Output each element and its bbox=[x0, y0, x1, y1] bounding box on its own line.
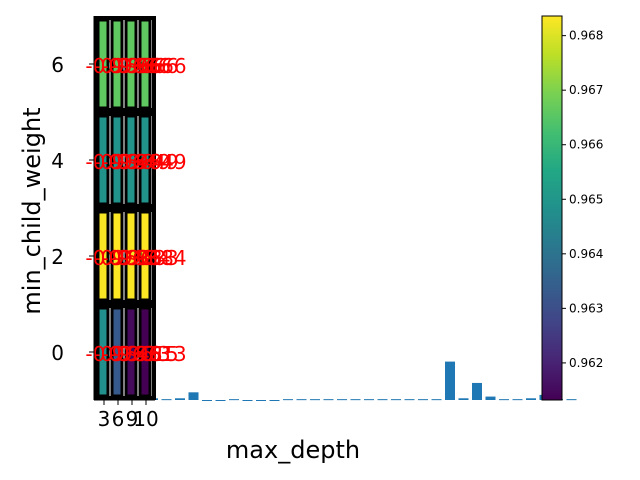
y-ticks: 0 2 4 6 bbox=[51, 53, 94, 365]
colorbar bbox=[541, 15, 563, 401]
heatmap-cell bbox=[96, 18, 110, 110]
heatmap-cells bbox=[94, 16, 156, 400]
heatmap-cell bbox=[124, 306, 138, 398]
background-bar bbox=[229, 399, 239, 401]
heatmap-cell-label: -0.9684 bbox=[109, 246, 186, 270]
heatmap-cell bbox=[124, 210, 138, 302]
heatmap-cell bbox=[138, 210, 152, 302]
background-bar bbox=[472, 382, 482, 400]
heatmap-cell-label: -0.9648 bbox=[85, 342, 162, 366]
background-bar bbox=[242, 400, 253, 401]
background-bar bbox=[310, 399, 320, 401]
background-bar bbox=[391, 399, 401, 401]
background-bar bbox=[188, 392, 199, 400]
y-axis-label: min_child_weight bbox=[18, 107, 46, 314]
x-tick-label: 3 bbox=[98, 407, 111, 431]
colorbar-tick-label: 0.967 bbox=[569, 83, 603, 97]
background-bar bbox=[458, 398, 469, 400]
heatmap-cell-label: -0.9633 bbox=[93, 342, 170, 366]
heatmap-cell-label: -0.9649 bbox=[109, 150, 186, 174]
heatmap-cell bbox=[124, 18, 138, 110]
background-bar bbox=[175, 398, 185, 400]
heatmap-cell bbox=[110, 210, 124, 302]
background-bar bbox=[269, 400, 280, 401]
heatmap-cell-label: -0.9615 bbox=[101, 342, 178, 366]
heatmap-cell bbox=[110, 114, 124, 206]
heatmap-cell-label: -0.9649 bbox=[85, 150, 162, 174]
background-bar bbox=[404, 399, 415, 401]
background-bar bbox=[161, 399, 172, 401]
heatmap-cell-label: -0.9613 bbox=[109, 342, 186, 366]
background-bar bbox=[431, 399, 442, 401]
heatmap-row-border bbox=[94, 112, 156, 208]
heatmap-cell bbox=[96, 210, 110, 302]
heatmap-cell bbox=[110, 306, 124, 398]
heatmap-row-border bbox=[94, 304, 156, 400]
colorbar-tick-label: 0.968 bbox=[569, 29, 603, 43]
heatmap-cell-label: -0.9666 bbox=[109, 54, 186, 78]
heatmap-cell bbox=[138, 114, 152, 206]
colorbar-tick-label: 0.964 bbox=[569, 247, 603, 261]
heatmap-cell-label: -0.9666 bbox=[93, 54, 170, 78]
background-bar bbox=[215, 400, 226, 401]
colorbar-tick-label: 0.962 bbox=[569, 356, 603, 370]
heatmap-cell bbox=[96, 306, 110, 398]
heatmap-cell-label: -0.9666 bbox=[101, 54, 178, 78]
heatmap-row-border bbox=[94, 16, 156, 112]
background-bar bbox=[512, 399, 523, 401]
colorbar-ticks: 0.962 0.963 0.964 0.965 0.966 0.967 0.968 bbox=[562, 29, 603, 370]
y-tick-label: 6 bbox=[51, 53, 64, 77]
heatmap-cell bbox=[138, 306, 152, 398]
background-bar bbox=[566, 399, 577, 401]
heatmap-cell bbox=[110, 18, 124, 110]
y-tick-label: 2 bbox=[51, 245, 64, 269]
y-tick-label: 0 bbox=[51, 341, 64, 365]
heatmap-cell-label: -0.9649 bbox=[101, 150, 178, 174]
heatmap-cell-label: -0.9649 bbox=[93, 150, 170, 174]
heatmap-cell-label: -0.9683 bbox=[85, 246, 162, 270]
colorbar-tick-label: 0.965 bbox=[569, 192, 603, 206]
x-tick-label: 9 bbox=[126, 407, 139, 431]
heatmap-row-border bbox=[94, 208, 156, 304]
heatmap-cell bbox=[138, 18, 152, 110]
x-axis-label: max_depth bbox=[226, 436, 360, 464]
background-bar bbox=[256, 400, 266, 401]
background-bar bbox=[296, 399, 307, 401]
background-bar bbox=[485, 396, 496, 400]
background-bar bbox=[445, 361, 455, 400]
background-bars bbox=[94, 361, 577, 401]
background-bar bbox=[323, 399, 334, 401]
background-bar bbox=[350, 399, 361, 401]
x-tick-label: 6 bbox=[112, 407, 125, 431]
colorbar-tick-label: 0.966 bbox=[569, 138, 603, 152]
background-bar bbox=[283, 399, 293, 401]
background-bar bbox=[526, 398, 536, 400]
x-ticks: 3 6 910 bbox=[98, 400, 159, 431]
background-bar bbox=[499, 399, 509, 401]
background-bar bbox=[377, 399, 388, 401]
heatmap-cell-labels: -0.9648-0.9633-0.9615-0.9613-0.9683-0.96… bbox=[85, 54, 186, 366]
background-bar bbox=[337, 399, 347, 401]
heatmap-cell-label: -0.9666 bbox=[85, 54, 162, 78]
colorbar-tick-label: 0.963 bbox=[569, 301, 603, 315]
heatmap-cell-label: -0.9683 bbox=[101, 246, 178, 270]
y-tick-label: 4 bbox=[51, 149, 64, 173]
heatmap-cell bbox=[124, 114, 138, 206]
x-tick-label: 10 bbox=[133, 407, 158, 431]
background-bar bbox=[202, 400, 212, 401]
heatmap-cell bbox=[96, 114, 110, 206]
background-bar bbox=[418, 399, 428, 401]
heatmap-cell-label: -0.9684 bbox=[93, 246, 170, 270]
background-bar bbox=[364, 399, 374, 401]
